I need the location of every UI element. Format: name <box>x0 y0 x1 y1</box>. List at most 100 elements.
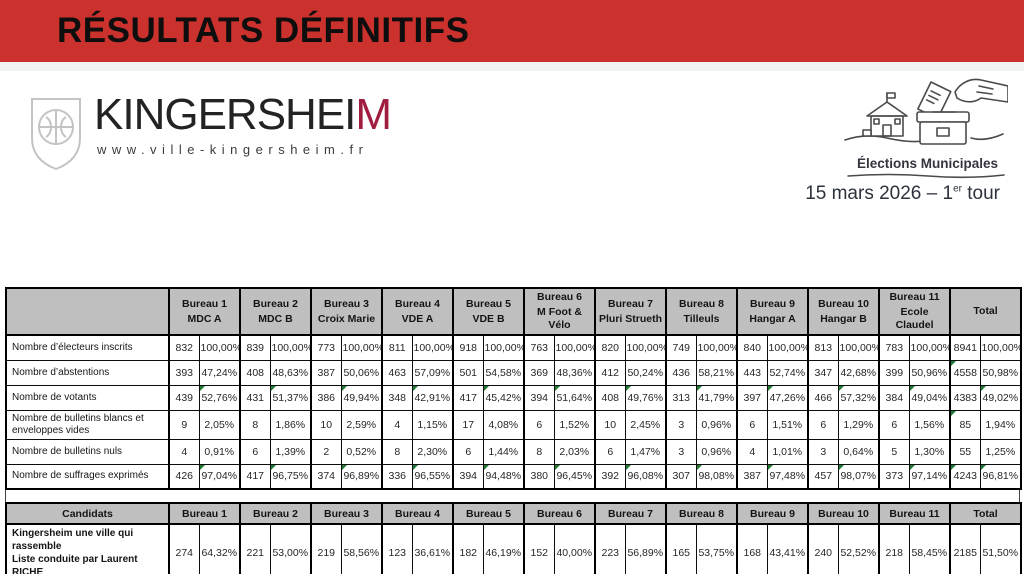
percent-cell: 58,21% <box>695 359 738 386</box>
count-cell: 773 <box>310 334 342 361</box>
election-date-ordinal: er <box>953 183 962 195</box>
bureau-column-header: Bureau 1 MDC A <box>168 287 241 337</box>
bureau-header-subtitle: MDC A <box>187 312 222 325</box>
count-cell: 6 <box>594 438 626 465</box>
page-title: RÉSULTATS DÉFINITIFS <box>57 11 470 50</box>
table-row: Nombre de bulletins nuls 4 0,91% 6 1,39% 2 0,5… <box>5 438 1022 465</box>
bureau-header-subtitle: MDC B <box>258 312 293 325</box>
count-cell: 10 <box>310 409 342 440</box>
percent-cell: 100,00% <box>553 334 596 361</box>
bureau-column-header: Bureau 7 <box>594 502 667 526</box>
percent-cell: 97,48% <box>766 463 809 490</box>
count-cell: 439 <box>168 384 200 411</box>
row-label: Nombre de bulletins blancs et enveloppes… <box>5 409 170 440</box>
count-cell: 783 <box>878 334 910 361</box>
election-date-main: 15 mars 2026 – 1 <box>805 183 954 204</box>
election-date-round: tour <box>961 183 1000 204</box>
percent-cell: 100,00% <box>482 334 525 361</box>
count-cell: 394 <box>523 384 555 411</box>
table-row: Nombre de suffrages exprimés 426 97,04% 417… <box>5 463 1022 490</box>
bureau-column-header: Bureau 7 Pluri Strueth <box>593 287 667 337</box>
percent-cell: 1,15% <box>411 409 454 440</box>
candidate-list-leader: Liste conduite par Laurent RICHE <box>12 554 138 574</box>
bureau-header-title: Bureau 6 <box>537 291 582 303</box>
table-row: Nombre d’abstentions 393 47,24% 408 48,63% 38… <box>5 359 1022 386</box>
percent-cell: 96,75% <box>269 463 312 490</box>
bureau-header-title: Total <box>973 304 998 317</box>
bureau-column-header: Bureau 3 <box>310 502 383 526</box>
bureau-header-subtitle: Pluri Strueth <box>599 312 663 325</box>
ballot-box-hand-townhall-icon <box>844 78 1008 145</box>
bureau-column-header: Bureau 2 <box>239 502 312 526</box>
city-logo: KINGERSHEIM www.ville-kingersheim.fr <box>28 90 392 172</box>
count-cell: 2 <box>310 438 342 465</box>
percent-cell: 2,05% <box>198 409 241 440</box>
percent-cell: 4,08% <box>482 409 525 440</box>
bureau-column-header: Bureau 9 <box>736 502 809 526</box>
percent-cell: 96,08% <box>624 463 667 490</box>
count-cell: 6 <box>239 438 271 465</box>
bureau-column-header: Bureau 1 <box>168 502 241 526</box>
percent-cell: 51,37% <box>269 384 312 411</box>
percent-cell: 58,56% <box>340 523 383 574</box>
percent-cell: 50,06% <box>340 359 383 386</box>
percent-cell: 53,75% <box>695 523 738 574</box>
count-cell: 4383 <box>949 384 981 411</box>
count-cell: 4243 <box>949 463 981 490</box>
count-cell: 380 <box>523 463 555 490</box>
row-label: Nombre de votants <box>5 384 170 411</box>
percent-cell: 0,96% <box>695 438 738 465</box>
bureau-header-subtitle: Hangar B <box>820 312 867 325</box>
results-banner: RÉSULTATS DÉFINITIFS <box>0 0 1024 62</box>
percent-cell: 1,94% <box>979 409 1022 440</box>
city-name-red-letter: M <box>355 90 392 139</box>
count-cell: 749 <box>665 334 697 361</box>
bureau-header-subtitle: M Foot & Vélo <box>537 305 582 332</box>
sketch-underline-icon <box>847 173 1005 179</box>
banner-divider <box>0 62 1024 71</box>
count-cell: 221 <box>239 523 271 574</box>
count-cell: 4 <box>736 438 768 465</box>
percent-cell: 98,08% <box>695 463 738 490</box>
percent-cell: 47,24% <box>198 359 241 386</box>
percent-cell: 96,81% <box>979 463 1022 490</box>
percent-cell: 100,00% <box>411 334 454 361</box>
candidates-results-table: Candidats Bureau 1 Bureau 2 Bureau 3 Bureau … <box>5 502 1023 574</box>
bureau-header-title: Bureau 3 <box>324 297 369 310</box>
percent-cell: 1,56% <box>908 409 951 440</box>
candidates-column-header: Candidats <box>5 502 170 526</box>
percent-cell: 57,32% <box>837 384 880 411</box>
count-cell: 6 <box>878 409 910 440</box>
bureau-header-title: Bureau 7 <box>608 297 653 310</box>
candidate-label: Kingersheim une ville qui rassemble Liste… <box>5 523 170 574</box>
bureau-header-title: Bureau 10 <box>818 297 869 310</box>
percent-cell: 100,00% <box>624 334 667 361</box>
count-cell: 347 <box>807 359 839 386</box>
percent-cell: 0,91% <box>198 438 241 465</box>
percent-cell: 49,94% <box>340 384 383 411</box>
percent-cell: 51,64% <box>553 384 596 411</box>
percent-cell: 1,51% <box>766 409 809 440</box>
count-cell: 387 <box>736 463 768 490</box>
percent-cell: 1,86% <box>269 409 312 440</box>
percent-cell: 58,45% <box>908 523 951 574</box>
count-cell: 2185 <box>949 523 981 574</box>
count-cell: 466 <box>807 384 839 411</box>
count-cell: 811 <box>381 334 413 361</box>
count-cell: 431 <box>239 384 271 411</box>
count-cell: 397 <box>736 384 768 411</box>
count-cell: 8 <box>381 438 413 465</box>
bureau-header-subtitle: VDE B <box>472 312 505 325</box>
table-spacer <box>5 490 1020 503</box>
percent-cell: 97,14% <box>908 463 951 490</box>
count-cell: 223 <box>594 523 626 574</box>
city-brand-text: KINGERSHEIM www.ville-kingersheim.fr <box>94 90 392 157</box>
percent-cell: 1,01% <box>766 438 809 465</box>
percent-cell: 97,04% <box>198 463 241 490</box>
percent-cell: 49,04% <box>908 384 951 411</box>
percent-cell: 57,09% <box>411 359 454 386</box>
percent-cell: 100,00% <box>269 334 312 361</box>
bureau-column-header: Bureau 8 <box>665 502 738 526</box>
bureau-header-title: Bureau 2 <box>253 297 298 310</box>
